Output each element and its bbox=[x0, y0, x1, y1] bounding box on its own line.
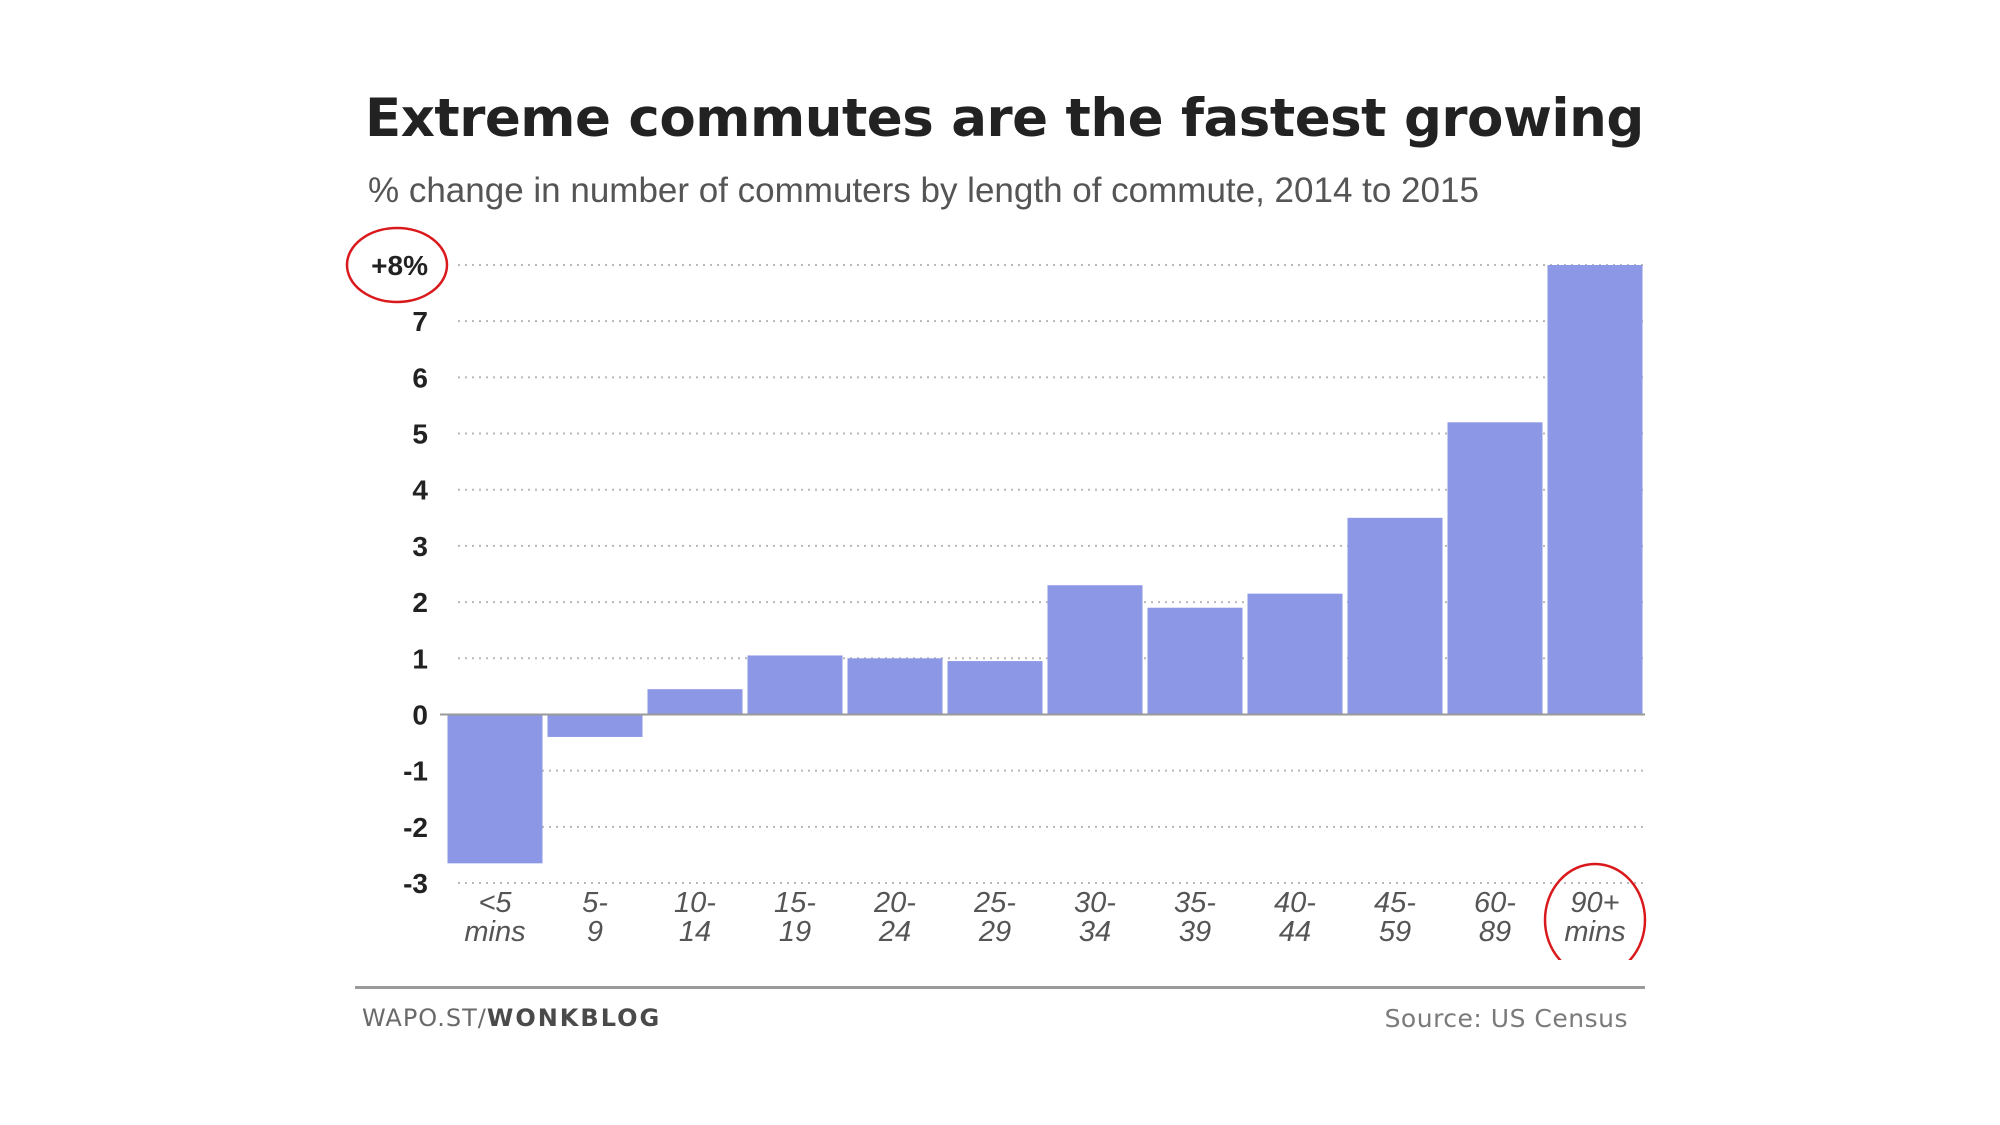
bar bbox=[1147, 607, 1243, 715]
x-tick-label: 45-59 bbox=[1374, 887, 1416, 948]
y-tick-label: -1 bbox=[403, 756, 428, 787]
x-tick-label: 35-39 bbox=[1174, 887, 1216, 948]
x-tick-label: <5 mins bbox=[464, 887, 525, 948]
x-tick-label: 5-9 bbox=[582, 887, 608, 948]
bar bbox=[447, 714, 543, 864]
x-tick-label: 60-89 bbox=[1474, 887, 1516, 948]
x-tick-label: 15-19 bbox=[774, 887, 816, 948]
bar bbox=[1247, 593, 1343, 715]
y-tick-label: 1 bbox=[412, 643, 428, 674]
y-tick-label: 0 bbox=[412, 699, 428, 730]
highlight-circle-last-category bbox=[1543, 862, 1647, 960]
gridlines bbox=[458, 264, 1645, 884]
chart-title: Extreme commutes are the fastest growing bbox=[365, 88, 1644, 149]
bar bbox=[1447, 422, 1543, 715]
y-tick-label: -3 bbox=[403, 868, 428, 899]
bar bbox=[847, 658, 943, 715]
footer-brand: WAPO.ST/WONKBLOG bbox=[362, 1004, 661, 1032]
y-tick-label: +8% bbox=[371, 250, 428, 281]
x-tick-label: 40-44 bbox=[1274, 887, 1316, 948]
highlight-marks bbox=[345, 226, 1647, 960]
x-tick-label: 90+ mins bbox=[1564, 887, 1625, 948]
footer-source-brand: WONKBLOG bbox=[486, 1004, 662, 1032]
bar-chart: +8% 7 6 5 4 3 2 1 0 -1 -2 -3 <5 mins 5-9 10-14 15-19 20-… bbox=[345, 226, 1647, 960]
chart-subtitle: % change in number of commuters by lengt… bbox=[368, 171, 1479, 210]
bar bbox=[1347, 517, 1443, 715]
y-tick-label: -2 bbox=[403, 812, 428, 843]
bar bbox=[947, 661, 1043, 715]
bar bbox=[647, 689, 743, 715]
y-tick-label: 5 bbox=[412, 419, 428, 450]
footer-credit: Source: US Census bbox=[1384, 1004, 1628, 1033]
bar bbox=[1547, 265, 1643, 715]
x-tick-label: 20-24 bbox=[873, 887, 916, 948]
x-tick-label: 10-14 bbox=[674, 887, 716, 948]
highlight-circle-y-max bbox=[345, 226, 449, 304]
y-tick-label: 3 bbox=[412, 531, 428, 562]
footer-divider bbox=[355, 986, 1645, 989]
bars bbox=[447, 265, 1643, 864]
y-axis-ticks: +8% 7 6 5 4 3 2 1 0 -1 -2 -3 bbox=[371, 250, 428, 899]
bar bbox=[747, 655, 843, 715]
x-tick-label: 25-29 bbox=[973, 887, 1016, 948]
y-tick-label: 6 bbox=[412, 362, 428, 393]
bar bbox=[1047, 585, 1143, 715]
footer-source-prefix: WAPO.ST/ bbox=[362, 1004, 487, 1032]
bar bbox=[547, 714, 643, 737]
y-tick-label: 4 bbox=[412, 475, 428, 506]
x-axis-ticks: <5 mins 5-9 10-14 15-19 20-24 25-29 30-34 35-39 4… bbox=[464, 887, 1625, 948]
x-tick-label: 30-34 bbox=[1074, 887, 1116, 948]
y-tick-label: 2 bbox=[412, 587, 428, 618]
y-tick-label: 7 bbox=[412, 306, 428, 337]
